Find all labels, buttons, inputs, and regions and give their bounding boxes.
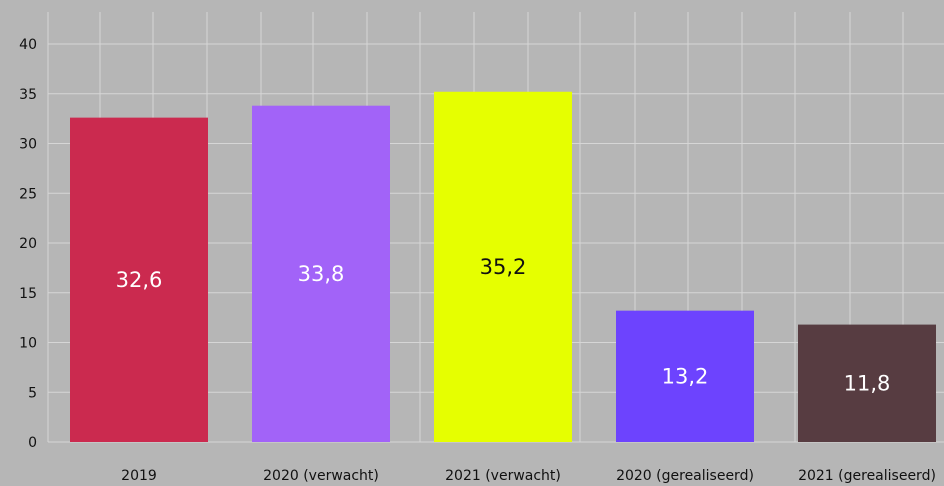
bar-value-label: 11,8 [844, 371, 891, 395]
x-tick-label: 2019 [121, 468, 157, 484]
bar [798, 324, 936, 442]
y-tick-label: 20 [19, 236, 37, 252]
bar [252, 105, 390, 442]
bars: 32,6 33,8 35,2 13,2 11,8 [70, 91, 936, 442]
y-axis: 0 5 10 15 20 25 30 35 40 [19, 37, 37, 451]
bar [434, 91, 572, 442]
y-tick-label: 40 [19, 37, 37, 53]
x-axis: 2019 2020 (verwacht) 2021 (verwacht) 2020 (… [121, 468, 936, 484]
y-tick-label: 35 [19, 87, 37, 103]
bar [616, 310, 754, 442]
y-tick-label: 5 [28, 385, 37, 401]
y-tick-label: 30 [19, 137, 37, 153]
x-tick-label: 2021 (verwacht) [445, 468, 561, 484]
bar-value-label: 32,6 [116, 268, 163, 292]
x-tick-label: 2020 (gerealiseerd) [616, 468, 754, 484]
x-tick-label: 2020 (verwacht) [263, 468, 379, 484]
y-tick-label: 10 [19, 336, 37, 352]
bar [70, 117, 208, 442]
y-tick-label: 15 [19, 286, 37, 302]
bar-value-label: 35,2 [480, 255, 527, 279]
bar-value-label: 13,2 [662, 364, 709, 388]
y-tick-label: 0 [28, 435, 37, 451]
y-tick-label: 25 [19, 186, 37, 202]
bar-value-label: 33,8 [298, 262, 345, 286]
x-tick-label: 2021 (gerealiseerd) [798, 468, 936, 484]
